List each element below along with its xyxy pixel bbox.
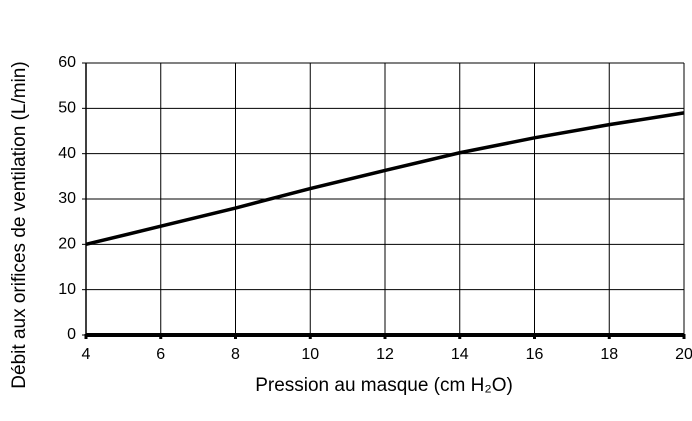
y-tick-label: 30 — [58, 190, 76, 207]
x-tick-label: 10 — [301, 346, 319, 363]
x-tick-label: 4 — [82, 346, 91, 363]
y-tick-label: 10 — [58, 281, 76, 298]
data-line — [85, 111, 685, 247]
y-tick-label: 20 — [58, 236, 76, 253]
x-tick-label: 8 — [231, 346, 240, 363]
y-axis-label: Débit aux orifices de ventilation (L/min… — [9, 61, 30, 388]
y-tick-label: 0 — [67, 326, 76, 343]
x-tick-label: 6 — [156, 346, 165, 363]
y-tick-label: 60 — [58, 54, 76, 71]
x-tick-label: 18 — [600, 346, 618, 363]
y-tick-label: 50 — [58, 100, 76, 117]
x-tick-label: 12 — [376, 346, 394, 363]
x-tick-label: 20 — [675, 346, 692, 363]
x-axis-label: Pression au masque (cm H₂O) — [255, 375, 513, 396]
y-tick-label: 40 — [58, 145, 76, 162]
x-tick-label: 16 — [526, 346, 544, 363]
x-tick-label: 14 — [451, 346, 469, 363]
